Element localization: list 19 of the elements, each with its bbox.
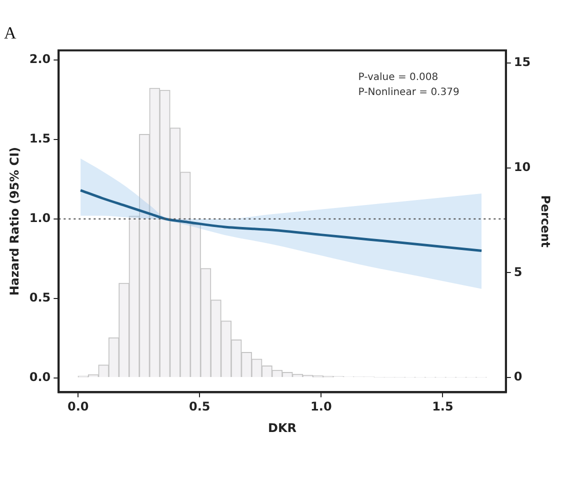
y-tick-label: 2.0 [29, 52, 51, 66]
y-tick-label: 0.5 [29, 290, 51, 305]
y2-axis-title: Percent [538, 195, 553, 248]
chart-title: A [4, 24, 17, 43]
y2-tick-label: 5 [514, 264, 522, 279]
y-axis-title: Hazard Ratio (95% CI) [7, 146, 22, 296]
x-tick-label: 0.5 [189, 400, 210, 414]
y2-tick-label: 15 [514, 55, 531, 70]
y-tick-label: 1.5 [29, 132, 51, 146]
x-tick-label: 1.0 [310, 400, 332, 414]
annotation: P-value = 0.008 [358, 72, 438, 83]
x-axis-title: DKR [268, 420, 297, 435]
y2-tick-label: 0 [514, 370, 522, 384]
x-tick-label: 1.5 [432, 400, 454, 414]
y-tick-label: 0.0 [29, 370, 51, 384]
x-tick-label: 0.0 [67, 400, 89, 414]
y2-tick-label: 10 [514, 160, 531, 174]
annotation: P-Nonlinear = 0.379 [358, 86, 460, 98]
y-tick-label: 1.0 [29, 211, 51, 226]
